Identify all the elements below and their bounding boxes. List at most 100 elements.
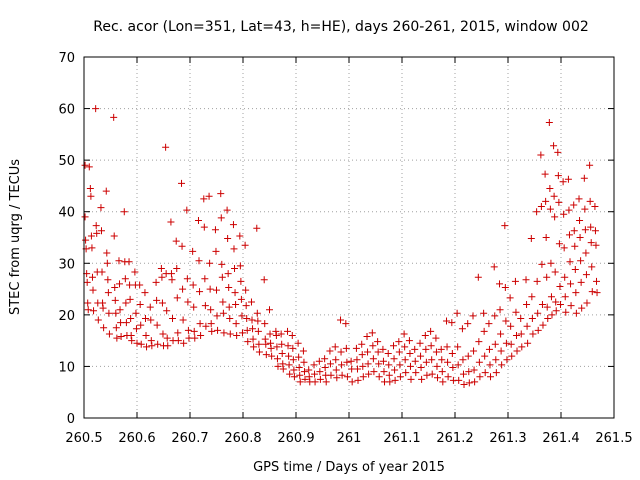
data-point bbox=[122, 299, 130, 307]
x-tick-label: 260.6 bbox=[118, 431, 155, 446]
data-point bbox=[534, 309, 542, 317]
data-point bbox=[88, 244, 96, 252]
data-point bbox=[200, 223, 208, 231]
data-point bbox=[190, 303, 198, 311]
data-point bbox=[564, 175, 572, 183]
data-point bbox=[523, 301, 531, 309]
data-point bbox=[541, 170, 549, 178]
data-point bbox=[556, 282, 564, 290]
data-point bbox=[575, 195, 583, 203]
data-point bbox=[561, 293, 569, 301]
data-point bbox=[89, 286, 97, 294]
data-point bbox=[572, 309, 580, 317]
data-point bbox=[492, 369, 500, 377]
data-point bbox=[284, 327, 292, 335]
data-point bbox=[178, 242, 186, 250]
data-point bbox=[438, 356, 446, 364]
data-point bbox=[548, 311, 556, 319]
data-point bbox=[159, 330, 167, 338]
data-point bbox=[583, 299, 591, 307]
data-point bbox=[475, 358, 483, 366]
data-points bbox=[81, 105, 601, 388]
data-point bbox=[385, 371, 393, 379]
data-point bbox=[201, 302, 209, 310]
data-point bbox=[167, 218, 175, 226]
data-point bbox=[412, 369, 420, 377]
data-point bbox=[157, 264, 165, 272]
data-point bbox=[491, 340, 499, 348]
data-point bbox=[90, 307, 98, 315]
data-point bbox=[141, 314, 149, 322]
data-point bbox=[254, 327, 262, 335]
data-point bbox=[434, 374, 442, 382]
data-point bbox=[232, 320, 240, 328]
y-tick-label: 30 bbox=[58, 257, 75, 272]
data-point bbox=[490, 263, 498, 271]
x-tick-label: 261.1 bbox=[383, 431, 420, 446]
data-point bbox=[554, 148, 562, 156]
data-point bbox=[501, 222, 509, 230]
data-point bbox=[591, 227, 599, 235]
data-point bbox=[405, 337, 413, 345]
data-point bbox=[486, 361, 494, 369]
data-point bbox=[454, 361, 462, 369]
data-point bbox=[402, 369, 410, 377]
data-point bbox=[480, 327, 488, 335]
data-point bbox=[266, 306, 273, 314]
data-point bbox=[438, 368, 446, 376]
data-point bbox=[550, 142, 558, 150]
data-point bbox=[396, 361, 404, 369]
data-point bbox=[508, 352, 516, 360]
data-point bbox=[289, 344, 297, 352]
data-point bbox=[261, 335, 269, 343]
data-point bbox=[81, 213, 89, 221]
data-point bbox=[267, 344, 275, 352]
data-point bbox=[322, 378, 330, 386]
data-point bbox=[365, 370, 373, 378]
data-point bbox=[587, 223, 595, 231]
data-point bbox=[534, 326, 542, 334]
data-point bbox=[226, 314, 234, 322]
data-point bbox=[374, 338, 382, 346]
y-tick-label: 70 bbox=[58, 51, 75, 66]
data-point bbox=[321, 355, 329, 363]
data-point bbox=[524, 339, 532, 347]
data-point bbox=[496, 306, 504, 314]
data-point bbox=[348, 378, 356, 386]
data-point bbox=[197, 331, 205, 339]
data-point bbox=[164, 342, 172, 350]
data-point bbox=[207, 320, 215, 328]
data-point bbox=[111, 296, 119, 304]
data-point bbox=[143, 343, 151, 351]
data-point bbox=[437, 345, 445, 353]
data-point bbox=[544, 314, 552, 322]
data-point bbox=[439, 378, 447, 386]
data-point bbox=[491, 312, 499, 320]
data-point bbox=[428, 370, 436, 378]
data-point bbox=[498, 361, 506, 369]
data-point bbox=[249, 335, 257, 343]
data-point bbox=[279, 365, 287, 373]
data-point bbox=[581, 226, 589, 234]
data-point bbox=[417, 352, 425, 360]
data-point bbox=[416, 339, 424, 347]
data-point bbox=[474, 273, 482, 281]
data-point bbox=[577, 257, 585, 265]
data-point bbox=[550, 192, 558, 200]
data-point bbox=[253, 309, 261, 317]
data-point bbox=[342, 344, 350, 352]
data-point bbox=[173, 264, 181, 272]
data-point bbox=[196, 320, 204, 328]
data-point bbox=[406, 350, 414, 358]
data-point bbox=[284, 342, 292, 350]
data-point bbox=[238, 312, 246, 320]
data-point bbox=[179, 316, 187, 324]
data-point bbox=[422, 358, 430, 366]
data-point bbox=[218, 260, 226, 268]
data-point bbox=[480, 309, 488, 317]
data-point bbox=[121, 275, 129, 283]
y-tick-label: 10 bbox=[58, 360, 75, 375]
data-point bbox=[132, 309, 140, 317]
data-point bbox=[529, 330, 537, 338]
